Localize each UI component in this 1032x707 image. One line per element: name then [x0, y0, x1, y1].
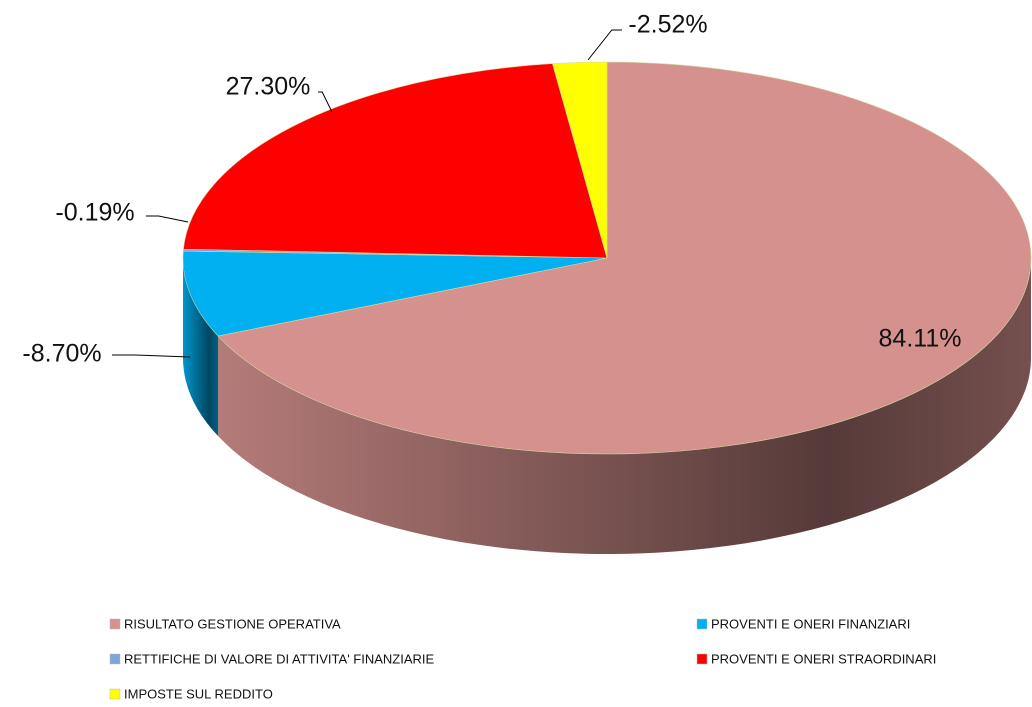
pie-slice — [552, 61, 608, 259]
legend-swatch — [696, 618, 708, 630]
legend-label: RETTIFICHE DI VALORE DI ATTIVITA' FINANZ… — [124, 651, 435, 666]
legend-swatch — [109, 653, 121, 665]
value-label: 27.30% — [226, 73, 311, 101]
legend-swatch — [696, 653, 708, 665]
leader-line — [587, 29, 622, 61]
pie-slice — [183, 63, 608, 259]
value-label: -0.19% — [55, 199, 134, 227]
pie-slice — [182, 250, 608, 337]
value-label: 84.11% — [879, 325, 962, 353]
value-label: -8.70% — [22, 340, 101, 368]
pie-slice — [217, 61, 1032, 455]
value-label: -2.52% — [628, 11, 707, 39]
legend-swatch — [109, 618, 121, 630]
legend-label: RISULTATO GESTIONE OPERATIVA — [124, 616, 341, 631]
leader-line — [146, 215, 189, 223]
legend-label: PROVENTI E ONERI STRAORDINARI — [711, 651, 936, 666]
leader-line — [318, 91, 333, 113]
legend-label: PROVENTI E ONERI FINANZIARI — [711, 616, 910, 631]
legend-label: IMPOSTE SUL REDDITO — [124, 686, 273, 701]
pie-side-shade — [183, 258, 219, 437]
legend-swatch — [109, 688, 121, 700]
pie-side-shade — [218, 258, 1032, 555]
leader-line — [112, 354, 191, 358]
